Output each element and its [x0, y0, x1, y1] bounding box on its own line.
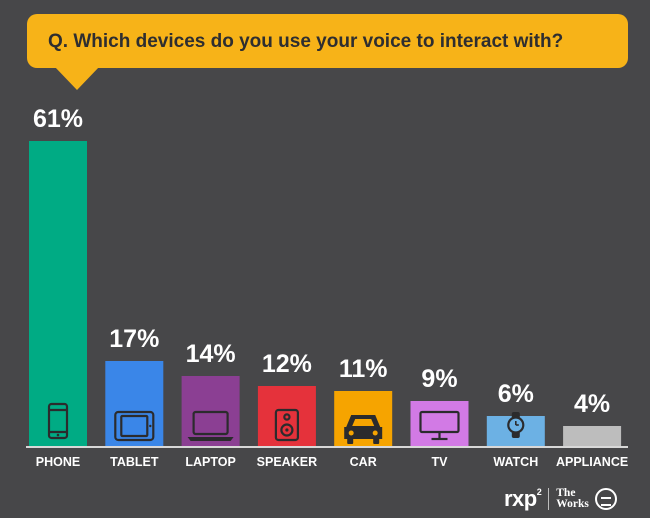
category-label-tv: TV	[432, 455, 449, 469]
value-label-watch: 6%	[498, 380, 534, 408]
watch-icon	[507, 412, 525, 438]
value-label-speaker: 12%	[262, 350, 312, 378]
seal-logo-icon	[594, 488, 617, 510]
category-label-tablet: TABLET	[110, 455, 159, 469]
x-axis-line	[26, 446, 628, 448]
value-label-phone: 61%	[33, 105, 83, 133]
category-label-watch: WATCH	[493, 455, 538, 469]
phone-icon	[47, 402, 69, 440]
value-label-appliance: 4%	[574, 390, 610, 418]
the-works-line2: Works	[556, 498, 589, 510]
laptop-icon	[187, 410, 234, 441]
value-label-tv: 9%	[421, 365, 457, 393]
category-label-car: CAR	[350, 455, 377, 469]
speaker-icon	[274, 408, 299, 442]
category-label-speaker: SPEAKER	[257, 455, 317, 469]
rxp-logo: rxp2	[504, 486, 542, 511]
question-bubble-tail	[54, 66, 100, 90]
question-bubble	[27, 14, 628, 68]
value-label-car: 11%	[339, 355, 388, 383]
value-label-laptop: 14%	[186, 340, 236, 368]
tablet-icon	[114, 410, 155, 442]
bar-phone	[29, 141, 87, 446]
the-works-line1: The	[556, 487, 576, 499]
tv-icon	[419, 410, 460, 441]
category-label-appliance: APPLIANCE	[556, 455, 628, 469]
question-title: Q. Which devices do you use your voice t…	[48, 31, 564, 52]
category-label-phone: PHONE	[36, 455, 80, 469]
bar-appliance	[563, 426, 622, 446]
logo-divider	[548, 488, 550, 510]
logos: rxp2 The Works	[504, 486, 617, 512]
rxp-logo-text: rxp	[504, 486, 537, 511]
rxp-logo-mark: 2	[536, 487, 542, 497]
value-label-tablet: 17%	[109, 325, 159, 353]
car-icon	[344, 415, 383, 444]
bar-tablet	[105, 361, 164, 446]
the-works-logo: The Works	[556, 487, 589, 510]
category-label-laptop: LAPTOP	[185, 455, 235, 469]
bar-speaker	[257, 386, 316, 446]
